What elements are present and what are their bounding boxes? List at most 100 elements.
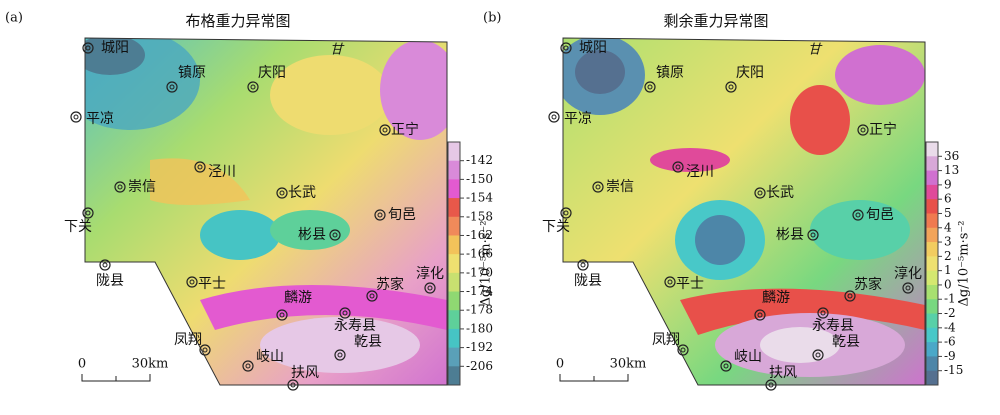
scale-label: 30km bbox=[132, 357, 169, 372]
colorbar-tick-label: 2 bbox=[944, 249, 952, 263]
place-marker bbox=[560, 42, 572, 54]
place-marker bbox=[73, 114, 79, 120]
place-marker bbox=[382, 127, 388, 133]
place-name: 崇信 bbox=[606, 179, 634, 195]
colorbar-band bbox=[926, 256, 938, 272]
place-marker bbox=[754, 309, 766, 321]
place-name: 麟游 bbox=[762, 290, 790, 306]
panel-title: 剩余重力异常图 bbox=[663, 12, 768, 30]
place-name: 旬邑 bbox=[388, 207, 416, 223]
place-name: 乾县 bbox=[354, 334, 382, 350]
place-name: 下关 bbox=[542, 219, 570, 235]
colorbar-tick-label: 0 bbox=[944, 277, 952, 291]
place-marker bbox=[247, 81, 259, 93]
place-name: 镇原 bbox=[656, 65, 684, 81]
colorbar-band bbox=[926, 242, 938, 257]
place-name: 泾川 bbox=[208, 164, 236, 180]
place-marker bbox=[287, 379, 299, 391]
province-label: 甘 bbox=[808, 43, 823, 58]
colorbar-tick-label: -4 bbox=[944, 320, 956, 334]
place-marker bbox=[667, 279, 673, 285]
place-name: 庆阳 bbox=[258, 65, 286, 81]
place-marker bbox=[672, 161, 684, 173]
colorbar-tick-label: -174 bbox=[466, 284, 493, 298]
place-marker bbox=[279, 312, 285, 318]
place-marker bbox=[807, 229, 819, 241]
colorbar-tick-label: 3 bbox=[944, 235, 952, 249]
place-marker bbox=[857, 124, 869, 136]
colorbar-band bbox=[448, 142, 460, 162]
map-b bbox=[563, 38, 925, 385]
place-name: 乾县 bbox=[832, 334, 860, 350]
scale-box bbox=[538, 350, 648, 390]
colorbar-band bbox=[926, 170, 938, 186]
place-name: 平凉 bbox=[564, 111, 592, 127]
place-name: 苏家 bbox=[376, 276, 404, 293]
place-name: 旬邑 bbox=[866, 207, 894, 223]
colorbar-tick-label: -162 bbox=[466, 228, 493, 242]
colorbar-tick-label: 6 bbox=[944, 192, 952, 206]
place-marker bbox=[379, 124, 391, 136]
colorbar-tick-label: -6 bbox=[944, 335, 956, 349]
scale-box bbox=[60, 350, 170, 390]
colorbar-tick-label: 13 bbox=[944, 163, 959, 177]
place-marker bbox=[905, 285, 911, 291]
province-label: 甘 bbox=[330, 43, 345, 58]
map-border bbox=[84, 37, 448, 386]
colorbar-tick-label: 4 bbox=[944, 220, 952, 234]
place-marker bbox=[334, 349, 346, 361]
place-name: 正宁 bbox=[391, 121, 419, 138]
place-name: 城阳 bbox=[579, 40, 607, 56]
panel-label: (a) bbox=[5, 11, 23, 26]
place-name: 长武 bbox=[766, 185, 794, 201]
colorbar-label: Δg/10⁻⁵m·s⁻² bbox=[957, 221, 972, 307]
place-marker bbox=[102, 262, 108, 268]
scale-bar bbox=[559, 374, 629, 382]
panel-title: 布格重力异常图 bbox=[185, 12, 290, 30]
place-marker bbox=[560, 207, 572, 219]
colorbar-tick-label: -178 bbox=[466, 303, 493, 317]
place-name: 凤翔 bbox=[652, 332, 680, 348]
place-marker bbox=[114, 181, 126, 193]
place-name: 镇原 bbox=[178, 65, 206, 81]
colorbar-band bbox=[926, 370, 938, 386]
place-marker bbox=[812, 349, 824, 361]
colorbar-tick-label: -9 bbox=[944, 349, 956, 363]
colorbar-band bbox=[926, 213, 938, 229]
colorbar-band bbox=[926, 342, 938, 357]
colorbar-label: Δg/10⁻⁵m·s⁻² bbox=[479, 221, 494, 307]
place-marker bbox=[592, 181, 604, 193]
colorbar-band bbox=[448, 198, 460, 218]
place-marker bbox=[374, 209, 386, 221]
place-marker bbox=[580, 262, 586, 268]
place-name: 苏家 bbox=[854, 276, 882, 293]
place-marker bbox=[754, 187, 766, 199]
colorbar-band bbox=[926, 356, 938, 372]
place-name: 彬县 bbox=[298, 227, 326, 243]
place-marker bbox=[290, 382, 296, 388]
place-marker bbox=[377, 212, 383, 218]
place-marker bbox=[169, 84, 175, 90]
place-name: 庆阳 bbox=[736, 65, 764, 81]
place-marker bbox=[202, 347, 208, 353]
place-name: 扶风 bbox=[291, 365, 319, 381]
place-marker bbox=[424, 282, 436, 294]
colorbar-band bbox=[926, 313, 938, 329]
place-marker bbox=[644, 81, 656, 93]
place-marker bbox=[186, 276, 198, 288]
place-name: 永寿县 bbox=[334, 317, 376, 334]
place-marker bbox=[245, 363, 251, 369]
colorbar-band bbox=[448, 216, 460, 236]
scale-label: 0 bbox=[78, 357, 86, 372]
colorbar-band bbox=[926, 184, 938, 200]
colorbar-band bbox=[448, 272, 460, 293]
colorbar-tick-label: 1 bbox=[944, 263, 952, 277]
place-marker bbox=[276, 187, 288, 199]
place-marker bbox=[551, 114, 557, 120]
place-marker bbox=[647, 84, 653, 90]
place-name: 麟游 bbox=[284, 290, 312, 306]
place-marker bbox=[329, 229, 341, 241]
place-marker bbox=[563, 45, 569, 51]
place-marker bbox=[757, 190, 763, 196]
place-name: 凤翔 bbox=[174, 332, 202, 348]
